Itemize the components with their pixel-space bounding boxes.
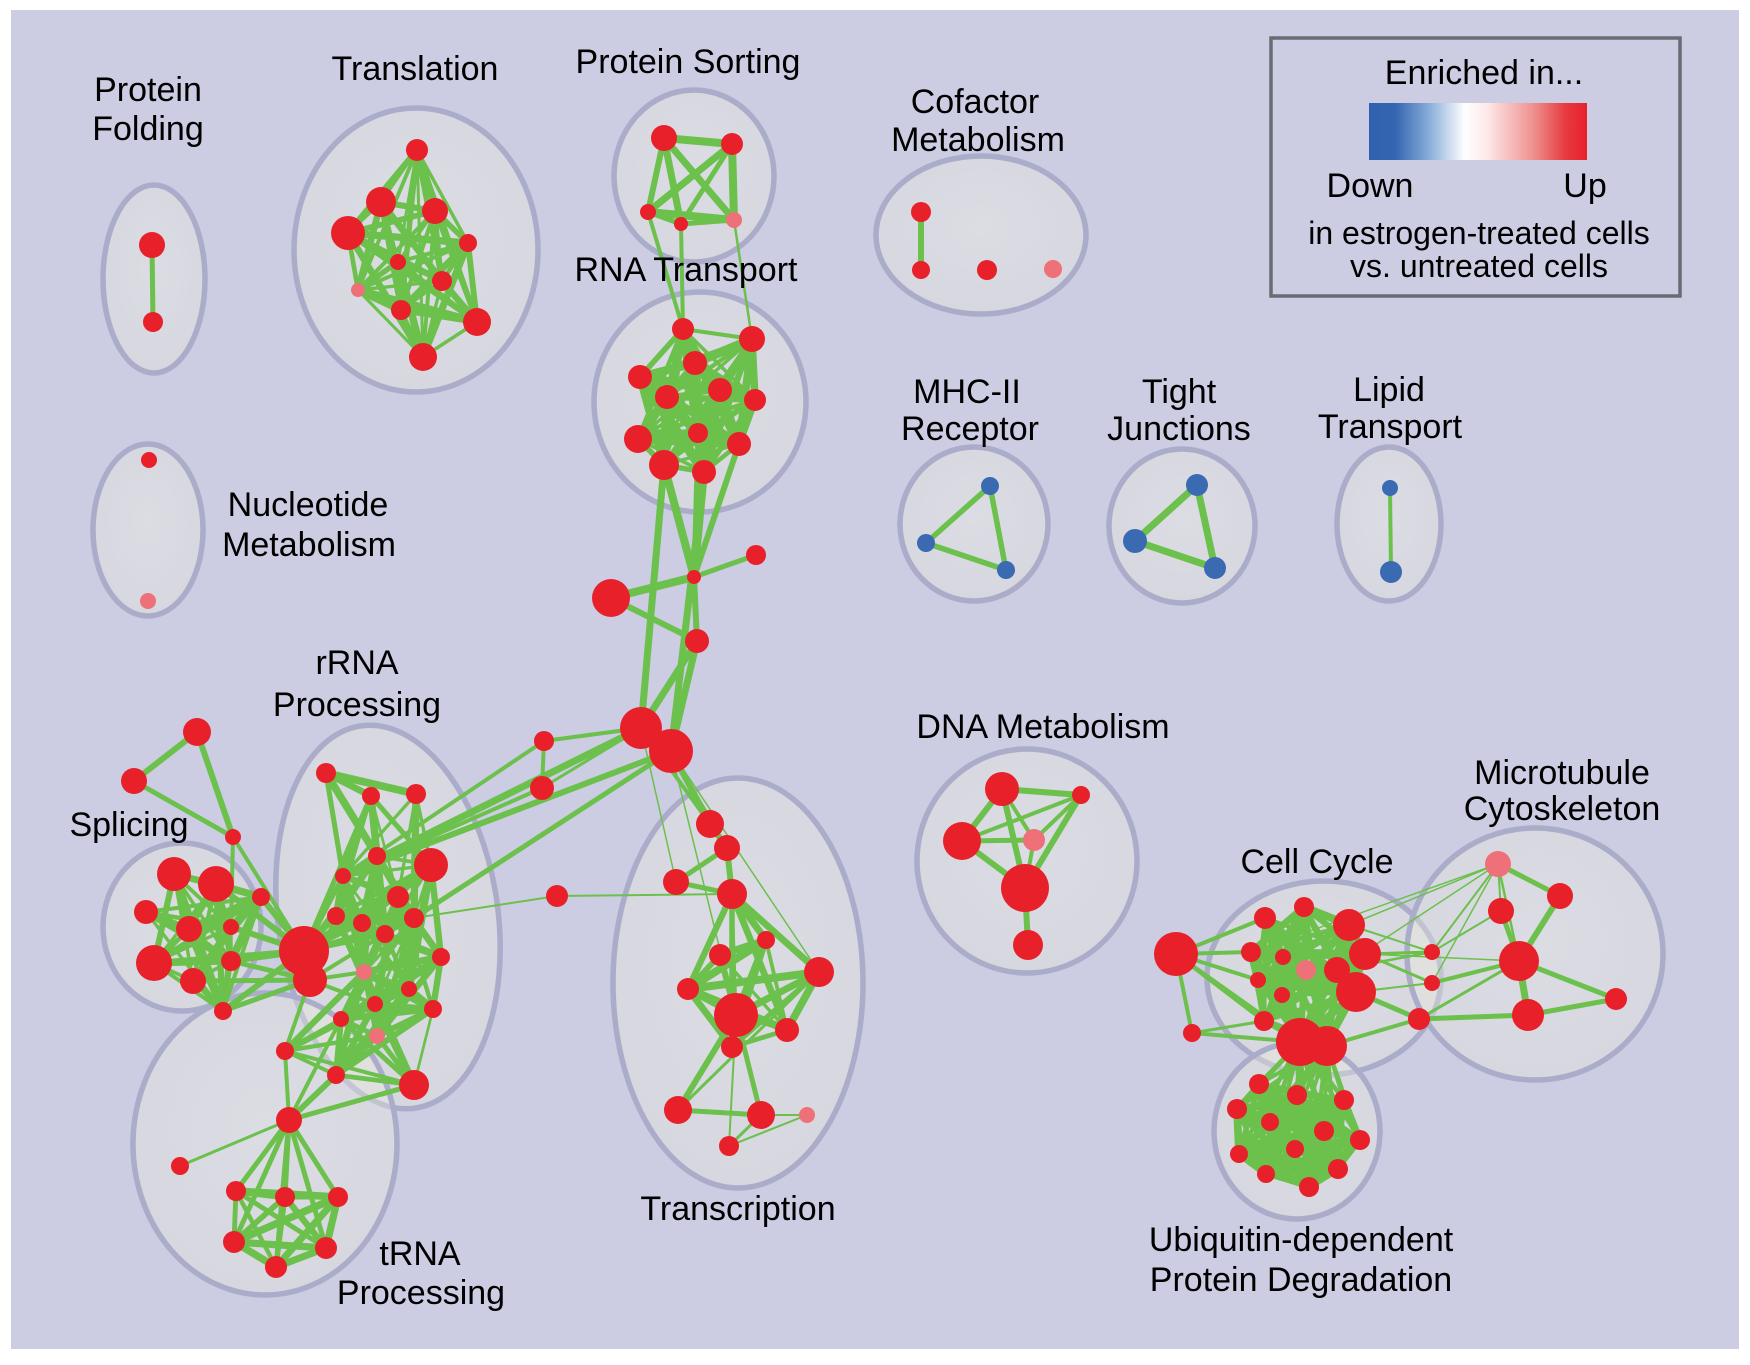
svg-text:Junctions: Junctions [1107, 410, 1251, 448]
svg-text:Ubiquitin-dependent: Ubiquitin-dependent [1149, 1221, 1454, 1259]
svg-text:Tight: Tight [1142, 373, 1217, 411]
svg-text:Nucleotide: Nucleotide [228, 486, 389, 524]
svg-text:Cell Cycle: Cell Cycle [1240, 843, 1393, 881]
svg-text:Splicing: Splicing [69, 806, 188, 844]
svg-text:rRNA: rRNA [315, 644, 398, 682]
svg-text:Protein Degradation: Protein Degradation [1150, 1261, 1452, 1299]
svg-text:Protein Sorting: Protein Sorting [576, 43, 801, 81]
svg-text:Lipid: Lipid [1353, 371, 1425, 409]
svg-text:vs. untreated cells: vs. untreated cells [1350, 248, 1608, 284]
svg-text:Folding: Folding [92, 110, 204, 148]
svg-text:Up: Up [1563, 167, 1606, 205]
svg-text:Cytoskeleton: Cytoskeleton [1464, 790, 1661, 828]
svg-text:Transport: Transport [1318, 408, 1463, 446]
svg-text:Microtubule: Microtubule [1474, 754, 1650, 792]
svg-text:Receptor: Receptor [901, 410, 1039, 448]
svg-text:Processing: Processing [337, 1274, 505, 1312]
svg-text:Down: Down [1327, 167, 1414, 205]
svg-text:Protein: Protein [94, 71, 202, 109]
svg-text:Metabolism: Metabolism [891, 121, 1065, 159]
svg-text:Processing: Processing [273, 686, 441, 724]
svg-text:tRNA: tRNA [379, 1235, 461, 1273]
svg-text:Metabolism: Metabolism [222, 526, 396, 564]
svg-text:Translation: Translation [332, 50, 499, 88]
svg-text:Transcription: Transcription [640, 1190, 835, 1228]
svg-text:in estrogen-treated cells: in estrogen-treated cells [1308, 215, 1650, 251]
svg-text:RNA Transport: RNA Transport [575, 251, 799, 289]
svg-text:MHC-II: MHC-II [913, 373, 1021, 411]
svg-text:DNA Metabolism: DNA Metabolism [916, 708, 1169, 746]
svg-text:Enriched in...: Enriched in... [1385, 54, 1583, 92]
svg-text:Cofactor: Cofactor [911, 83, 1040, 121]
